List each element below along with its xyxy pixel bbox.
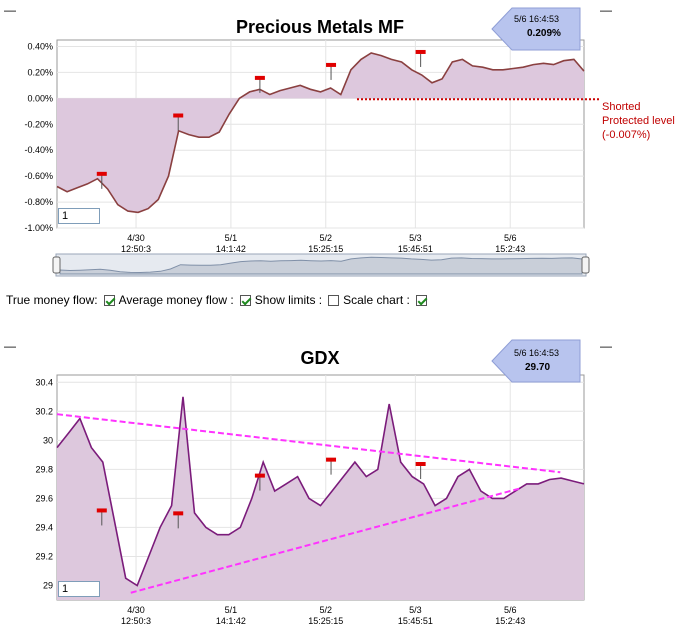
y-tick-label: 29 [43,580,53,590]
show-limits-label: Show limits : [254,293,323,307]
x-tick-time: 12:50:3 [121,616,151,626]
x-tick-time: 14:1:42 [216,616,246,626]
x-tick-time: 15:2:43 [495,616,525,626]
annotation-line-1: Shorted [602,101,641,113]
y-tick-label: -0.80% [24,197,53,207]
range-handle-right[interactable] [581,256,590,274]
show-limits-checkbox[interactable] [328,294,340,306]
true-money-flow-checkbox[interactable] [103,294,115,306]
badge-date: 5/6 16:4:53 [514,348,559,358]
y-tick-label: 0.20% [27,67,53,77]
series-line [56,396,585,587]
top-period-input[interactable]: 1 [58,208,100,224]
flag-marker [254,473,265,478]
collapse-icon[interactable]: — [4,3,16,17]
value-badge: 5/6 16:4:53 29.70 [491,339,581,383]
average-money-flow-checkbox[interactable] [239,294,251,306]
x-tick-time: 14:1:42 [216,244,246,254]
y-tick-label: 29.4 [35,522,53,532]
badge-date: 5/6 16:4:53 [514,14,559,24]
range-handle-left[interactable] [52,256,61,274]
x-tick-date: 5/1 [225,233,238,243]
series-line [56,52,585,214]
flag-marker [173,113,184,118]
expand-icon[interactable]: — [600,339,612,353]
annotation-line-3: (-0.007%) [602,129,650,141]
chart-options: True money flow: Average money flow : Sh… [6,293,427,307]
y-tick-label: -0.20% [24,119,53,129]
x-tick-date: 5/6 [504,605,517,615]
y-tick-label: -1.00% [24,223,53,233]
range-preview [59,256,583,275]
average-money-flow-label: Average money flow : [118,293,234,307]
collapse-icon[interactable]: — [4,339,16,353]
y-tick-label: 30.4 [35,377,53,387]
y-tick-label: 0.40% [27,41,53,51]
chart-title: GDX [300,348,339,368]
trendline [130,487,522,594]
badge-arrow-shape [491,7,581,51]
x-tick-time: 15:45:51 [398,244,433,254]
badge-arrow-shape [491,339,581,383]
series-area [57,53,584,213]
flag-marker [96,508,107,513]
flag-marker [326,457,337,462]
annotation-line-2: Protected level [602,115,675,127]
x-tick-date: 5/1 [225,605,238,615]
scale-chart-label: Scale chart : [343,293,410,307]
y-tick-label: -0.60% [24,171,53,181]
top-chart: — — Precious Metals MF 0.40% 0.20% 0.00% -0… [4,3,675,277]
badge-value: 29.70 [525,362,550,373]
signal-flags [96,49,426,189]
range-scrollbar[interactable] [52,253,590,277]
y-axis: 0.40% 0.20% 0.00% -0.20% -0.40% -0.60% -0.80% -… [24,41,53,233]
x-tick-date: 5/3 [409,605,422,615]
x-tick-date: 4/30 [127,233,145,243]
y-tick-label: 30.2 [35,406,53,416]
series-area [57,396,584,600]
chart-title: Precious Metals MF [236,17,404,37]
x-tick-time: 15:25:15 [308,616,343,626]
y-tick-label: 29.2 [35,551,53,561]
x-tick-date: 5/3 [409,233,422,243]
badge-value: 0.209% [527,28,561,39]
bottom-chart: — — GDX 30.4 30.2 30 29.8 29.6 29.4 29.2 29 4/3… [4,339,612,626]
signal-flags [96,457,426,529]
flag-marker [96,171,107,176]
scale-chart-checkbox[interactable] [415,294,427,306]
value-badge: 5/6 16:4:53 0.209% [491,7,581,51]
flag-marker [173,511,184,516]
y-tick-label: 29.8 [35,464,53,474]
x-tick-date: 4/30 [127,605,145,615]
y-tick-label: -0.40% [24,145,53,155]
flag-marker [415,462,426,466]
flag-marker [326,62,337,67]
true-money-flow-label: True money flow: [6,293,98,307]
y-tick-label: 30 [43,435,53,445]
expand-icon[interactable]: — [600,3,612,17]
x-tick-time: 15:25:15 [308,244,343,254]
trendlines [56,413,561,594]
flag-marker [254,75,265,80]
y-tick-label: 29.6 [35,493,53,503]
x-tick-time: 15:2:43 [495,244,525,254]
x-tick-date: 5/6 [504,233,517,243]
trendline [56,413,561,474]
bottom-period-input[interactable]: 1 [58,581,100,597]
x-tick-time: 12:50:3 [121,244,151,254]
x-tick-time: 15:45:51 [398,616,433,626]
y-tick-label: 0.00% [27,93,53,103]
x-tick-date: 5/2 [320,233,333,243]
protected-annotation: Shorted Protected level (-0.007%) [602,101,675,141]
y-axis: 30.4 30.2 30 29.8 29.6 29.4 29.2 29 [35,377,53,590]
x-tick-date: 5/2 [320,605,333,615]
flag-marker [415,49,426,54]
